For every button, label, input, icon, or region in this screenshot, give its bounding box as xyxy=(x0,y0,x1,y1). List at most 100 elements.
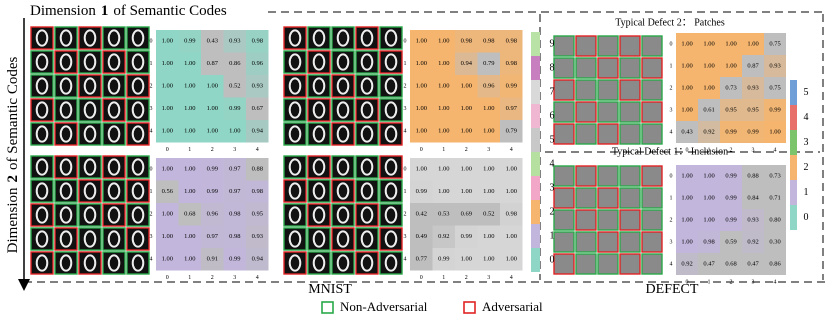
thumbnail xyxy=(379,74,403,98)
heat-cell xyxy=(676,209,698,231)
col-tick: 4 xyxy=(510,275,513,281)
thumbnail xyxy=(78,251,102,275)
glyph xyxy=(59,230,73,248)
glyph xyxy=(288,182,302,200)
thumbnail xyxy=(379,179,403,203)
heat-cell xyxy=(455,225,478,248)
heat-cell xyxy=(201,75,224,98)
cell-value: 1.00 xyxy=(506,166,517,173)
glyph xyxy=(384,254,398,272)
cell-value: 0.98 xyxy=(252,188,263,195)
thumbnail xyxy=(641,123,663,145)
row-tick: 3 xyxy=(404,234,407,240)
thumbnail xyxy=(575,253,597,275)
glyph xyxy=(312,77,326,95)
thumbnail xyxy=(126,122,150,146)
row-tick: 2 xyxy=(150,212,153,218)
thumbnail xyxy=(597,165,619,187)
glyph xyxy=(59,206,73,224)
panel-title: Typical Defect 2： Patches xyxy=(615,17,725,28)
y-axis-title: Dimension 2 of Semantic Codes xyxy=(5,57,21,254)
col-tick: 3 xyxy=(487,275,490,281)
panel-title: Typical Defect 1： Inclusion xyxy=(612,146,728,157)
glyph xyxy=(59,29,73,47)
thumbnail xyxy=(54,203,78,227)
heat-cell xyxy=(201,248,224,271)
col-tick: 0 xyxy=(686,279,689,285)
thumbnail xyxy=(30,98,54,122)
heat-cell xyxy=(676,165,698,187)
cell-value: 1.00 xyxy=(184,60,195,67)
thumbnail xyxy=(641,79,663,101)
row-tick: 4 xyxy=(404,129,407,135)
heat-cell xyxy=(720,187,742,209)
glyph xyxy=(384,158,398,176)
heat-cell xyxy=(156,225,179,248)
colorbar-label: 1 xyxy=(804,187,809,198)
heat-cell xyxy=(764,187,786,209)
heat-cell xyxy=(698,253,720,275)
heat-cell xyxy=(178,203,201,226)
heat-cell xyxy=(178,248,201,271)
thumbnail xyxy=(30,155,54,179)
heat-cell xyxy=(432,158,455,181)
thumbnail xyxy=(102,251,126,275)
thumbnail xyxy=(553,123,575,145)
col-tick: 3 xyxy=(487,147,490,153)
glyph xyxy=(83,230,97,248)
thumbnail xyxy=(641,253,663,275)
thumbnail xyxy=(283,74,307,98)
glyph xyxy=(288,254,302,272)
row-tick: 0 xyxy=(404,39,407,45)
glyph xyxy=(384,182,398,200)
heat-cell xyxy=(500,75,523,98)
glyph xyxy=(384,53,398,71)
cell-value: 1.00 xyxy=(681,172,692,179)
cell-value: 1.00 xyxy=(769,128,780,135)
glyph xyxy=(288,125,302,143)
cell-value: 1.00 xyxy=(162,128,173,135)
legend-swatch xyxy=(321,301,334,314)
cell-value: 0.98 xyxy=(703,238,714,245)
glyph xyxy=(131,101,145,119)
thumbnail xyxy=(331,50,355,74)
glyph xyxy=(384,230,398,248)
heat-cell xyxy=(764,231,786,253)
thumbnail xyxy=(30,251,54,275)
heat-cell xyxy=(742,121,764,143)
heat-cell xyxy=(246,203,269,226)
cell-value: 1.00 xyxy=(483,166,494,173)
heat-cell xyxy=(477,75,500,98)
colorbar-segment xyxy=(790,130,797,155)
heat-cell xyxy=(720,33,742,55)
heat-cell xyxy=(201,97,224,120)
cell-value: 1.00 xyxy=(416,128,427,135)
thumbnail xyxy=(575,101,597,123)
colorbar-label: 5 xyxy=(804,87,809,98)
heat-cell xyxy=(223,180,246,203)
cell-value: 1.00 xyxy=(416,60,427,67)
cell-value: 0.43 xyxy=(681,128,692,135)
row-tick: 2 xyxy=(150,84,153,90)
cell-value: 1.00 xyxy=(483,105,494,112)
heat-cell xyxy=(764,99,786,121)
row-tick: 1 xyxy=(404,61,407,67)
thumbnail xyxy=(597,57,619,79)
heat-cell xyxy=(477,203,500,226)
thumbnail xyxy=(641,165,663,187)
thumbnail xyxy=(102,227,126,251)
cell-value: 1.00 xyxy=(438,38,449,45)
x-axis-title: Dimension 1 of Semantic Codes xyxy=(30,3,227,19)
thumbnail xyxy=(597,187,619,209)
thumbnail xyxy=(619,79,641,101)
col-tick: 3 xyxy=(233,275,236,281)
glyph xyxy=(288,53,302,71)
heat-cell xyxy=(223,52,246,75)
heat-cell xyxy=(676,187,698,209)
cell-value: 0.99 xyxy=(725,194,736,201)
colorbar-segment xyxy=(531,104,540,128)
thumbnail xyxy=(78,203,102,227)
cell-value: 1.00 xyxy=(416,83,427,90)
thumbnail xyxy=(78,98,102,122)
